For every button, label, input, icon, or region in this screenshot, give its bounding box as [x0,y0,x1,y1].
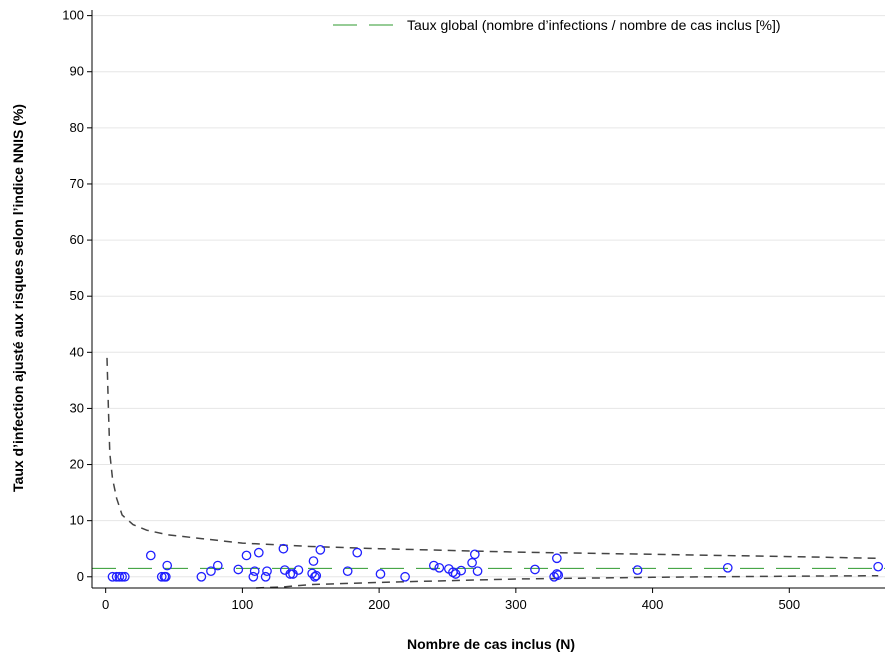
data-point [278,543,289,554]
x-tick-label: 0 [102,597,109,612]
data-point [162,560,173,571]
x-tick-label: 100 [232,597,254,612]
data-point [552,553,562,564]
plot-area [92,357,885,589]
y-tick-label: 70 [70,176,84,191]
data-point [206,566,216,577]
data-point [249,566,260,577]
x-tick-label: 300 [505,597,527,612]
data-point [352,547,363,558]
y-tick-label: 20 [70,457,84,472]
y-tick-label: 10 [70,513,84,528]
data-point [311,570,322,581]
data-point [260,571,271,582]
x-axis-title: Nombre de cas inclus (N) [407,636,575,652]
x-tick-label: 200 [368,597,390,612]
data-point [253,547,264,558]
data-point [262,566,272,577]
data-point [450,569,461,579]
lower-limit-curve [256,574,879,589]
y-tick-label: 80 [70,120,84,135]
y-tick-label: 40 [70,344,84,359]
data-point [472,566,483,577]
y-tick-label: 30 [70,400,84,415]
data-point [212,560,223,571]
data-point [632,565,643,575]
x-tick-label: 400 [642,597,664,612]
data-point [310,571,320,582]
data-point [117,571,127,582]
data-point [107,571,118,582]
data-point [873,561,884,572]
data-point [196,571,207,582]
data-point [145,550,156,561]
data-point [553,570,564,580]
data-point [469,549,480,560]
data-point [241,550,252,561]
data-point [552,569,562,579]
x-tick-label: 500 [778,597,800,612]
axes: 0 10 20 30 40 50 60 70 80 90 100 0 100 200 300 400 500 [62,8,885,612]
data-point [530,564,540,575]
upper-limit-curve [106,357,879,560]
data-point [375,569,386,579]
data-point [428,560,439,571]
data-point [119,571,130,582]
data-point [293,565,304,575]
y-tick-label: 60 [70,232,84,247]
data-point [467,557,477,568]
y-tick-label: 50 [70,288,84,303]
data-point [160,571,171,582]
y-axis-title: Taux d’infection ajusté aux risques selo… [10,104,26,492]
data-point [722,562,733,573]
data-point [434,562,445,573]
y-tick-label: 100 [62,8,84,23]
data-point [285,569,296,579]
legend-label: Taux global (nombre d’infections / nombr… [407,17,781,33]
data-point [400,571,410,582]
data-point [248,571,259,582]
legend: Taux global (nombre d’infections / nombr… [333,17,781,33]
y-tick-label: 90 [70,64,84,79]
data-point [114,571,125,582]
data-point [342,566,353,577]
data-point [233,564,244,575]
data-point [156,571,167,582]
y-tick-label: 0 [77,569,84,584]
data-point [315,544,326,555]
data-point [308,556,319,566]
data-point [456,565,467,576]
gridlines [92,15,885,578]
